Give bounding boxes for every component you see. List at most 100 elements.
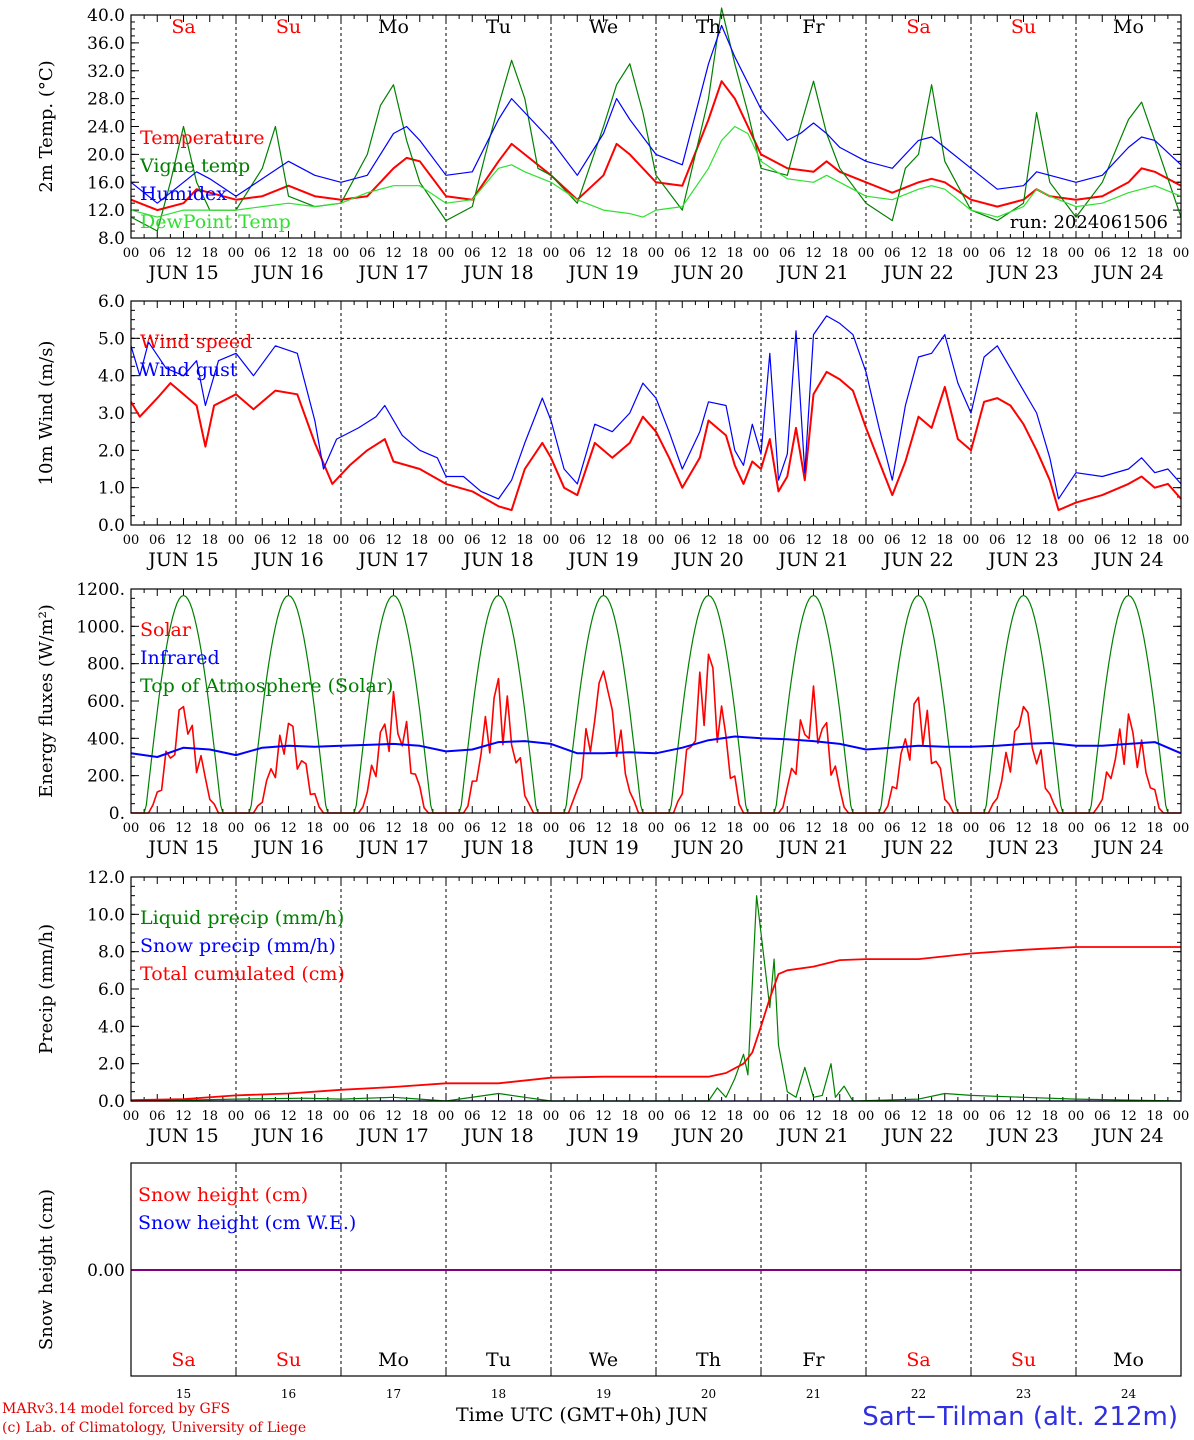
hour-tick-label: 06 <box>884 1109 901 1124</box>
hour-tick-label: 12 <box>805 533 822 548</box>
date-label: JUN 24 <box>1091 262 1163 284</box>
y-tick-label: 8.0 <box>98 229 125 249</box>
legend-label: Humidex <box>140 183 227 205</box>
hour-tick-label: 00 <box>963 533 980 548</box>
date-label: JUN 23 <box>986 837 1058 859</box>
hour-tick-label: 00 <box>963 821 980 836</box>
y-tick-label: 32.0 <box>87 62 125 82</box>
date-label: JUN 23 <box>986 1125 1058 1147</box>
weekday-label: Su <box>276 16 301 38</box>
hour-tick-label: 18 <box>411 1109 428 1124</box>
hour-tick-label: 12 <box>805 1109 822 1124</box>
hour-tick-label: 12 <box>175 246 192 261</box>
hour-tick-label: 00 <box>333 246 350 261</box>
hour-tick-label: 06 <box>359 246 376 261</box>
hour-tick-label: 00 <box>1068 246 1085 261</box>
day-number-label: 22 <box>911 1387 926 1401</box>
y-axis-label: Energy fluxes (W/m²) <box>36 604 57 798</box>
y-tick-label: 4.0 <box>98 1017 125 1037</box>
date-label: JUN 23 <box>986 262 1058 284</box>
legend-label: Solar <box>140 619 192 641</box>
date-label: JUN 19 <box>566 1125 638 1147</box>
hour-tick-label: 18 <box>621 1109 638 1124</box>
y-tick-label: 36.0 <box>87 34 125 54</box>
hour-tick-label: 18 <box>726 533 743 548</box>
y-tick-label: 2.0 <box>98 441 125 461</box>
hour-tick-label: 00 <box>333 821 350 836</box>
day-number-label: 16 <box>281 1387 296 1401</box>
wind-speed-line <box>130 370 1182 512</box>
total-cumulated-line <box>130 946 1181 1101</box>
hour-tick-label: 06 <box>464 246 481 261</box>
hour-tick-label: 18 <box>936 821 953 836</box>
hour-tick-label: 12 <box>280 246 297 261</box>
hour-tick-label: 06 <box>464 1109 481 1124</box>
date-label: JUN 19 <box>566 262 638 284</box>
y-tick-label: 16.0 <box>87 173 125 193</box>
y-tick-label: 4.0 <box>98 367 125 387</box>
date-label: JUN 16 <box>251 837 323 859</box>
hour-tick-label: 12 <box>280 821 297 836</box>
legend-label: Wind speed <box>140 331 252 353</box>
hour-tick-label: 06 <box>149 246 166 261</box>
y-tick-label: 600. <box>87 692 125 712</box>
hour-tick-label: 06 <box>674 246 691 261</box>
hour-tick-label: 12 <box>175 533 192 548</box>
hour-tick-label: 00 <box>1068 821 1085 836</box>
y-axis-label: Snow height (cm) <box>36 1189 57 1350</box>
weekday-label: Mo <box>1113 1349 1144 1371</box>
hour-tick-label: 06 <box>359 1109 376 1124</box>
hour-tick-label: 06 <box>989 533 1006 548</box>
date-label: JUN 17 <box>356 837 428 859</box>
y-tick-label: 20.0 <box>87 145 125 165</box>
date-label: JUN 16 <box>251 549 323 571</box>
hour-tick-label: 12 <box>490 1109 507 1124</box>
date-label: JUN 20 <box>671 549 743 571</box>
hour-tick-label: 00 <box>858 246 875 261</box>
hour-tick-label: 00 <box>543 246 560 261</box>
hour-tick-label: 00 <box>543 533 560 548</box>
hour-tick-label: 06 <box>884 246 901 261</box>
legend-label: Total cumulated (cm) <box>140 963 345 985</box>
y-tick-label: 6.0 <box>98 292 125 312</box>
y-tick-label: 12.0 <box>87 201 125 221</box>
hour-tick-label: 00 <box>858 1109 875 1124</box>
hour-tick-label: 12 <box>700 821 717 836</box>
date-label: JUN 22 <box>881 549 953 571</box>
hour-tick-label: 00 <box>858 533 875 548</box>
hour-tick-label: 12 <box>910 533 927 548</box>
y-axis-label: Precip (mm/h) <box>36 924 57 1054</box>
day-number-label: 17 <box>386 1387 401 1401</box>
hour-tick-label: 00 <box>543 1109 560 1124</box>
date-label: JUN 21 <box>776 837 848 859</box>
date-label: JUN 20 <box>671 262 743 284</box>
hour-tick-label: 00 <box>648 533 665 548</box>
hour-tick-label: 12 <box>385 1109 402 1124</box>
hour-tick-label: 06 <box>884 533 901 548</box>
hour-tick-label: 18 <box>306 1109 323 1124</box>
hour-tick-label: 18 <box>726 246 743 261</box>
hour-tick-label: 12 <box>700 533 717 548</box>
date-label: JUN 18 <box>461 262 533 284</box>
y-tick-label: 5.0 <box>98 329 125 349</box>
hour-tick-label: 12 <box>1120 821 1137 836</box>
date-label: JUN 22 <box>881 837 953 859</box>
hour-tick-label: 06 <box>359 533 376 548</box>
weekday-label: Mo <box>378 1349 409 1371</box>
legend-label: DewPoint Temp <box>140 211 291 233</box>
weekday-label: We <box>589 16 618 38</box>
hour-tick-label: 18 <box>936 246 953 261</box>
hour-tick-label: 12 <box>490 821 507 836</box>
y-tick-label: 3.0 <box>98 404 125 424</box>
hour-tick-label: 00 <box>228 533 245 548</box>
hour-tick-label: 18 <box>1146 533 1163 548</box>
hour-tick-label: 18 <box>831 821 848 836</box>
hour-tick-label: 00 <box>963 246 980 261</box>
hour-tick-label: 12 <box>490 246 507 261</box>
hour-tick-label: 18 <box>411 821 428 836</box>
hour-tick-label: 18 <box>1041 246 1058 261</box>
hour-tick-label: 06 <box>569 533 586 548</box>
hour-tick-label: 00 <box>648 1109 665 1124</box>
hour-tick-label: 18 <box>516 533 533 548</box>
y-tick-label: 12.0 <box>87 868 125 888</box>
